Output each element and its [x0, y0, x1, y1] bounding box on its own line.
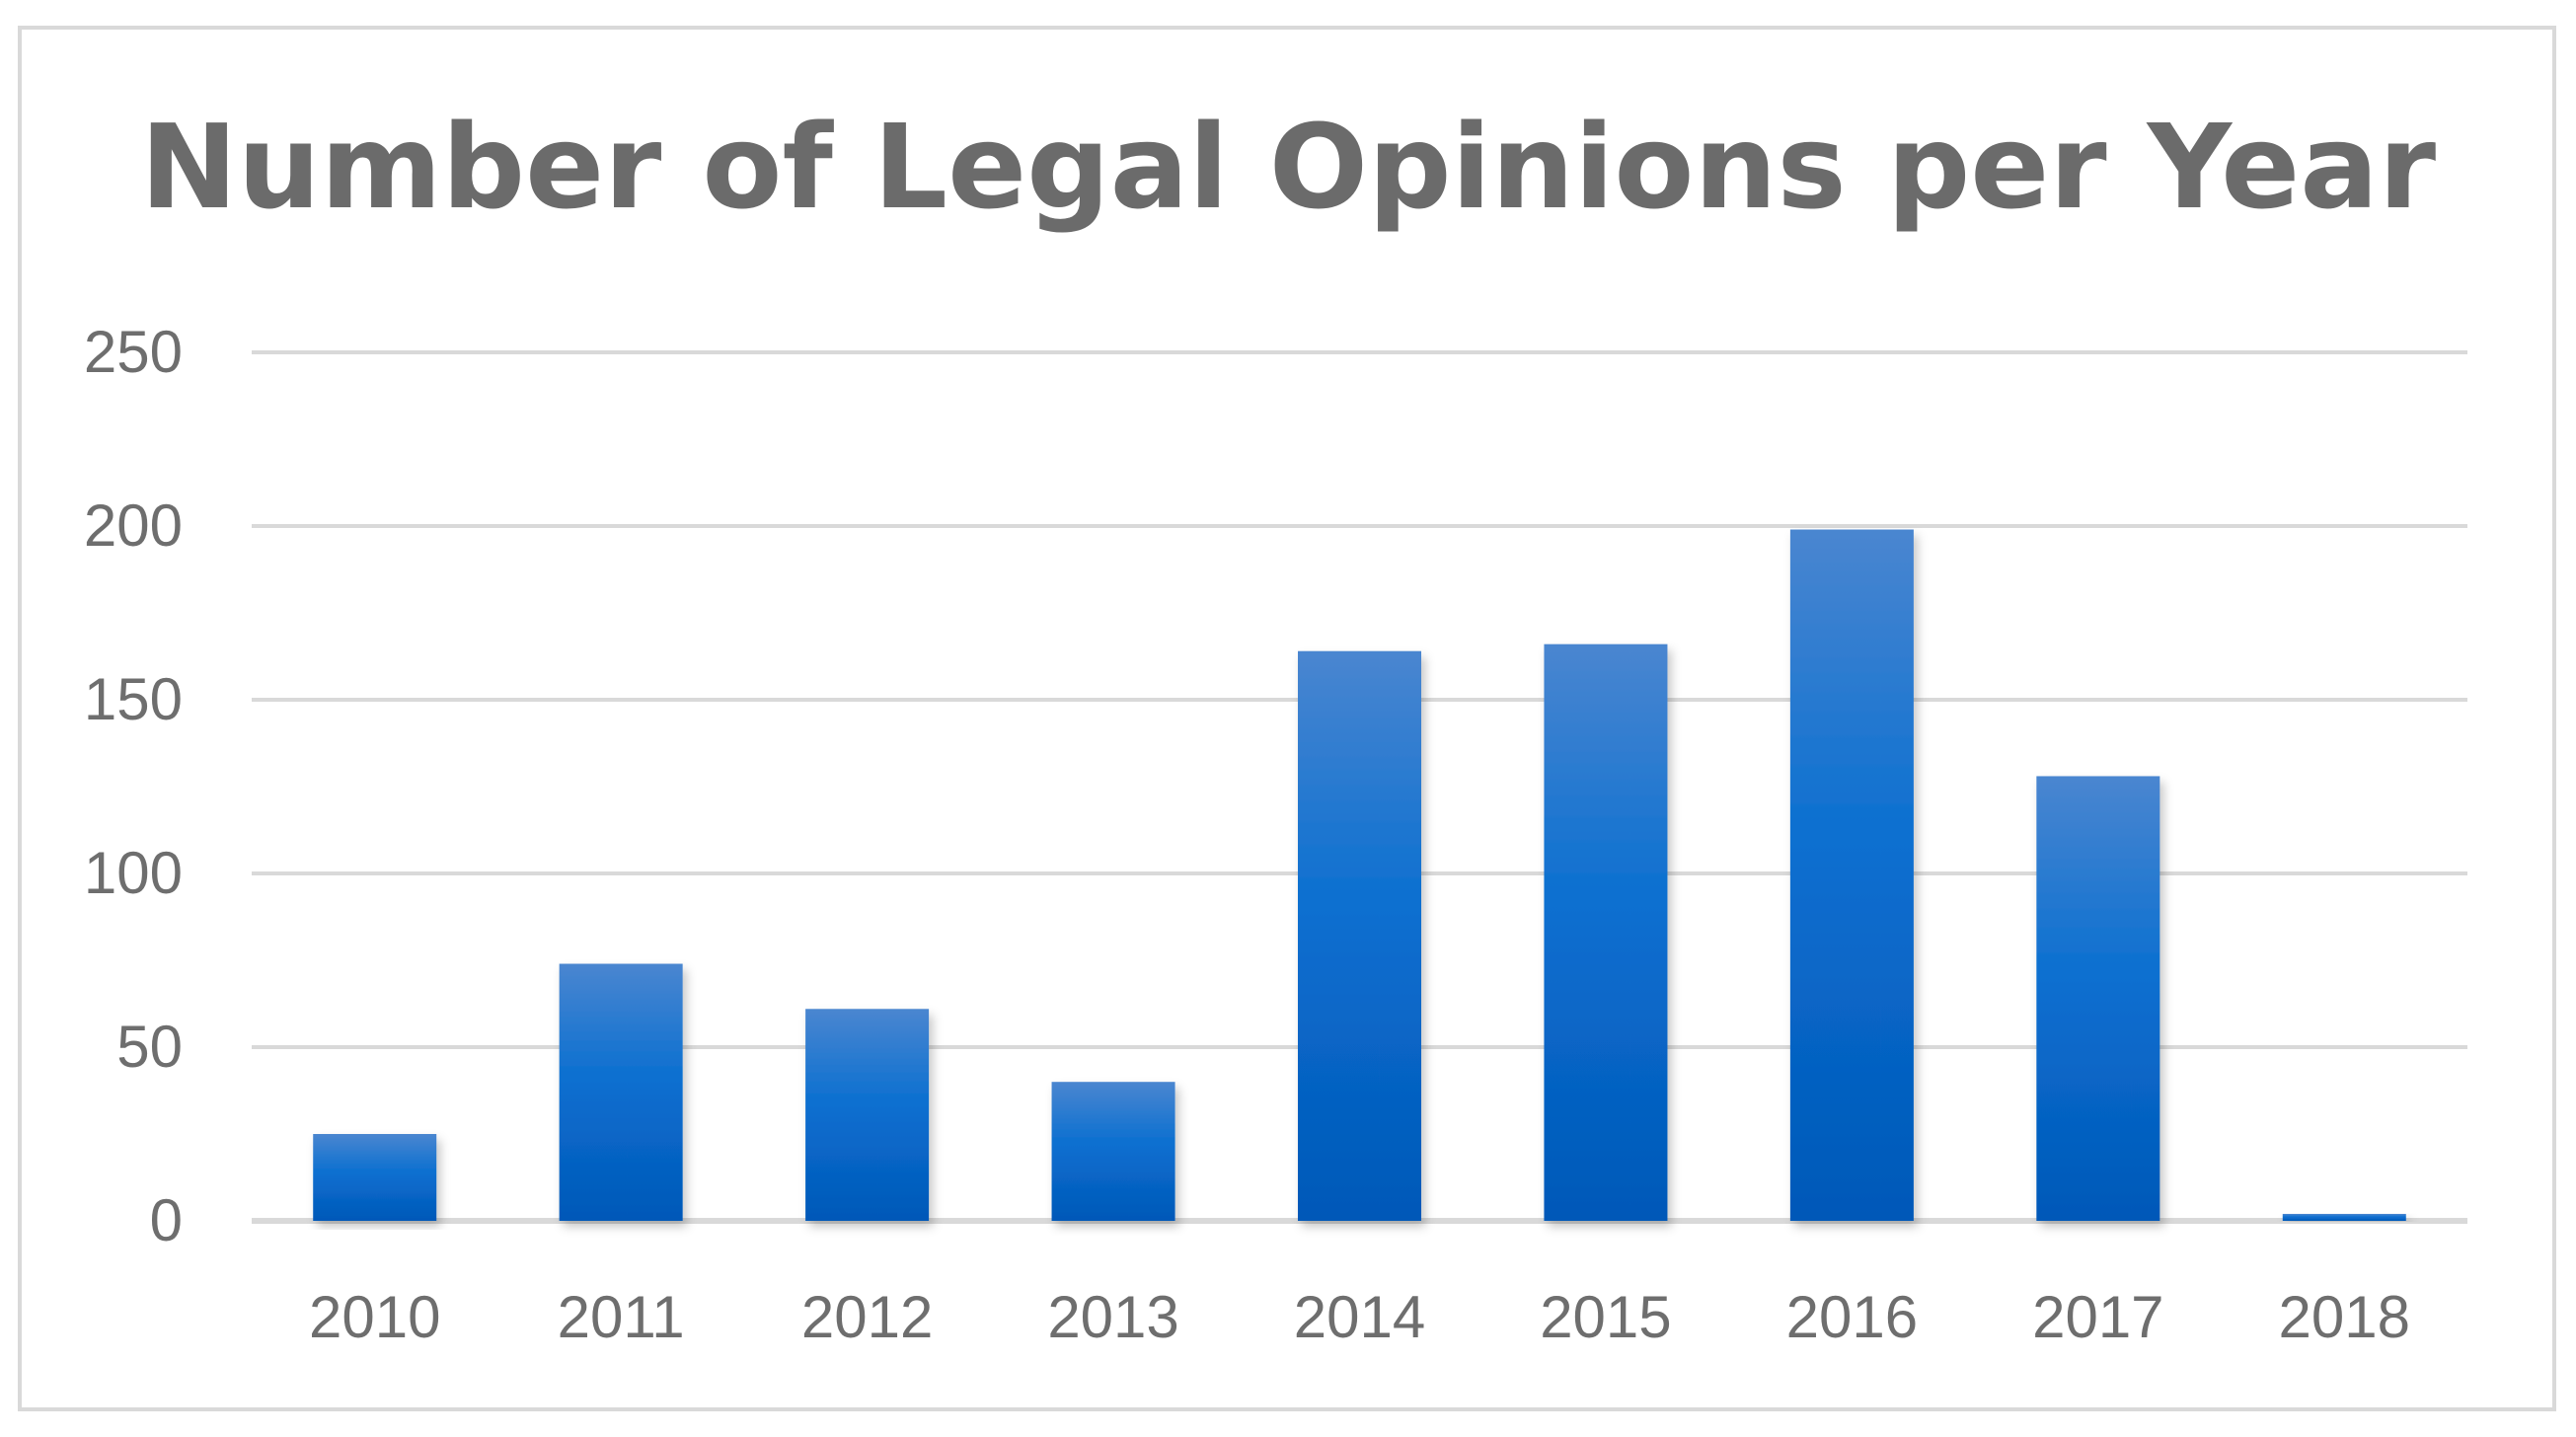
x-tick-label: 2017: [2032, 1284, 2163, 1350]
y-tick-label: 150: [84, 666, 183, 732]
bar-2016: [1789, 529, 1914, 1221]
x-tick-label: 2011: [558, 1284, 685, 1350]
x-tick-label: 2010: [309, 1284, 440, 1350]
bar-2011: [559, 963, 683, 1221]
y-tick-label: 0: [150, 1187, 183, 1253]
bars: [313, 529, 2406, 1221]
chart-title: Number of Legal Opinions per Year: [140, 99, 2436, 235]
y-tick-label: 250: [84, 319, 183, 385]
bar-2018: [2282, 1213, 2406, 1221]
x-tick-label: 2012: [801, 1284, 933, 1350]
x-tick-label: 2018: [2279, 1284, 2410, 1350]
bar-2017: [2036, 776, 2160, 1221]
x-tick-label: 2013: [1047, 1284, 1178, 1350]
y-axis-ticks: 0 50 100 150 200 250: [84, 319, 183, 1253]
bar-2013: [1051, 1082, 1175, 1221]
y-tick-label: 50: [116, 1014, 183, 1080]
y-tick-label: 200: [84, 492, 183, 559]
bar-2012: [805, 1009, 930, 1221]
bar-2014: [1298, 650, 1421, 1221]
x-tick-label: 2016: [1786, 1284, 1918, 1350]
x-axis-ticks: 2010 2011 2012 2013 2014 2015 2016 2017 2018: [309, 1284, 2410, 1350]
y-tick-label: 100: [84, 840, 183, 906]
bar-2010: [313, 1134, 437, 1221]
x-tick-label: 2015: [1540, 1284, 1671, 1350]
bar-2015: [1544, 643, 1668, 1221]
x-tick-label: 2014: [1294, 1284, 1425, 1350]
